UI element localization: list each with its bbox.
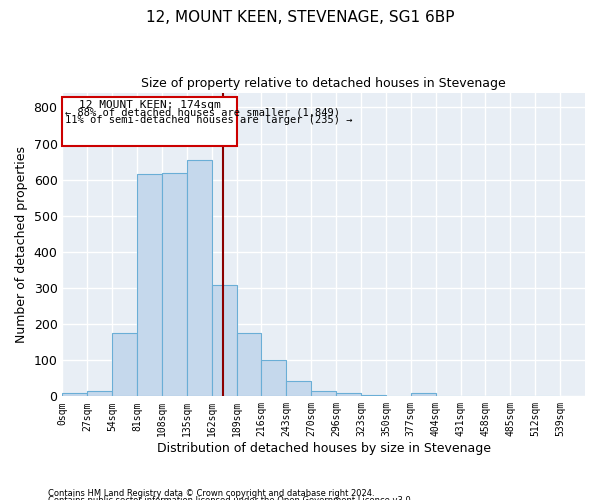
Bar: [62, 394, 88, 396]
Text: Contains HM Land Registry data © Crown copyright and database right 2024.: Contains HM Land Registry data © Crown c…: [48, 488, 374, 498]
Bar: [411, 394, 436, 396]
Bar: [286, 381, 311, 396]
Bar: [336, 392, 361, 396]
Bar: [212, 285, 236, 397]
FancyBboxPatch shape: [62, 96, 236, 146]
Text: 12 MOUNT KEEN: 174sqm: 12 MOUNT KEEN: 174sqm: [79, 100, 220, 110]
Bar: [88, 391, 112, 396]
Y-axis label: Number of detached properties: Number of detached properties: [15, 146, 28, 343]
Bar: [112, 333, 137, 396]
Text: ← 88% of detached houses are smaller (1,849): ← 88% of detached houses are smaller (1,…: [65, 108, 340, 118]
Bar: [262, 360, 286, 397]
X-axis label: Distribution of detached houses by size in Stevenage: Distribution of detached houses by size …: [157, 442, 491, 455]
Text: Contains public sector information licensed under the Open Government Licence v3: Contains public sector information licen…: [48, 496, 413, 500]
Bar: [311, 391, 336, 396]
Text: 11% of semi-detached houses are larger (235) →: 11% of semi-detached houses are larger (…: [65, 114, 353, 124]
Bar: [361, 394, 386, 396]
Bar: [236, 333, 262, 396]
Text: 12, MOUNT KEEN, STEVENAGE, SG1 6BP: 12, MOUNT KEEN, STEVENAGE, SG1 6BP: [146, 10, 454, 25]
Bar: [187, 160, 212, 396]
Bar: [137, 174, 162, 396]
Bar: [162, 173, 187, 396]
Title: Size of property relative to detached houses in Stevenage: Size of property relative to detached ho…: [142, 78, 506, 90]
